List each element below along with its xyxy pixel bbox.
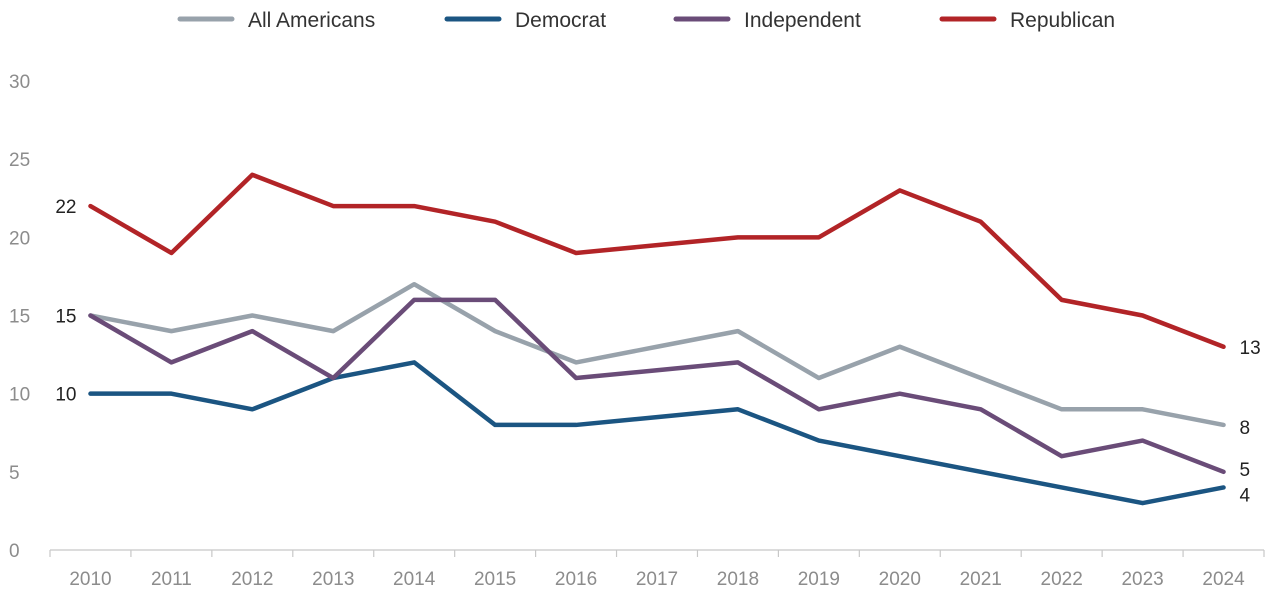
x-tick-label: 2019 xyxy=(798,569,840,590)
data-label-independent: 5 xyxy=(1240,460,1251,481)
data-label-democrat: 10 xyxy=(55,385,76,406)
x-tick-label: 2020 xyxy=(879,569,921,590)
x-tick-label: 2012 xyxy=(231,569,273,590)
y-tick-label: 10 xyxy=(9,385,30,406)
legend-label: Democrat xyxy=(515,9,606,32)
legend: All Americans Democrat Independent Republic… xyxy=(177,9,1115,32)
x-axis: 2010 2011 2012 2013 2014 2015 2016 2017 2018 2019… xyxy=(49,549,1265,590)
data-label-republican: 13 xyxy=(1240,338,1261,359)
y-tick-label: 20 xyxy=(9,228,30,249)
x-tick-label: 2023 xyxy=(1121,569,1163,590)
x-tick-label: 2021 xyxy=(960,569,1002,590)
x-tick-label: 2022 xyxy=(1041,569,1083,590)
end-labels: 22 15 10 13 8 5 4 xyxy=(55,197,1260,506)
x-tick-label: 2018 xyxy=(717,569,759,590)
data-label-all-americans: 15 xyxy=(55,307,76,328)
data-label-democrat: 4 xyxy=(1240,485,1251,506)
y-tick-label: 15 xyxy=(9,307,30,328)
x-tick-label: 2015 xyxy=(474,569,516,590)
series-lines xyxy=(88,172,1226,506)
legend-label: Republican xyxy=(1010,9,1115,32)
y-axis: 0 5 10 15 20 25 30 xyxy=(9,72,30,562)
legend-label: Independent xyxy=(744,9,861,32)
data-label-all-americans: 8 xyxy=(1240,418,1251,439)
legend-item-republican: Republican xyxy=(939,9,1115,32)
series-line-independent xyxy=(88,297,1226,475)
legend-item-all-americans: All Americans xyxy=(177,9,375,32)
legend-label: All Americans xyxy=(248,9,375,32)
legend-item-independent: Independent xyxy=(673,9,861,32)
x-tick-label: 2024 xyxy=(1202,569,1245,590)
x-tick-label: 2017 xyxy=(636,569,678,590)
x-tick-label: 2011 xyxy=(151,569,192,590)
x-tick-label: 2010 xyxy=(69,569,111,590)
x-tick-label: 2013 xyxy=(312,569,354,590)
series-line-all-americans xyxy=(88,281,1226,428)
y-tick-label: 5 xyxy=(9,463,20,484)
y-tick-label: 25 xyxy=(9,150,30,171)
x-tick-label: 2016 xyxy=(555,569,597,590)
y-tick-label: 30 xyxy=(9,72,30,93)
y-tick-label: 0 xyxy=(9,541,20,562)
data-label-republican: 22 xyxy=(55,197,76,218)
x-tick-label: 2014 xyxy=(393,569,436,590)
series-line-democrat xyxy=(88,360,1226,506)
series-line-republican xyxy=(88,172,1226,350)
legend-item-democrat: Democrat xyxy=(444,9,606,32)
